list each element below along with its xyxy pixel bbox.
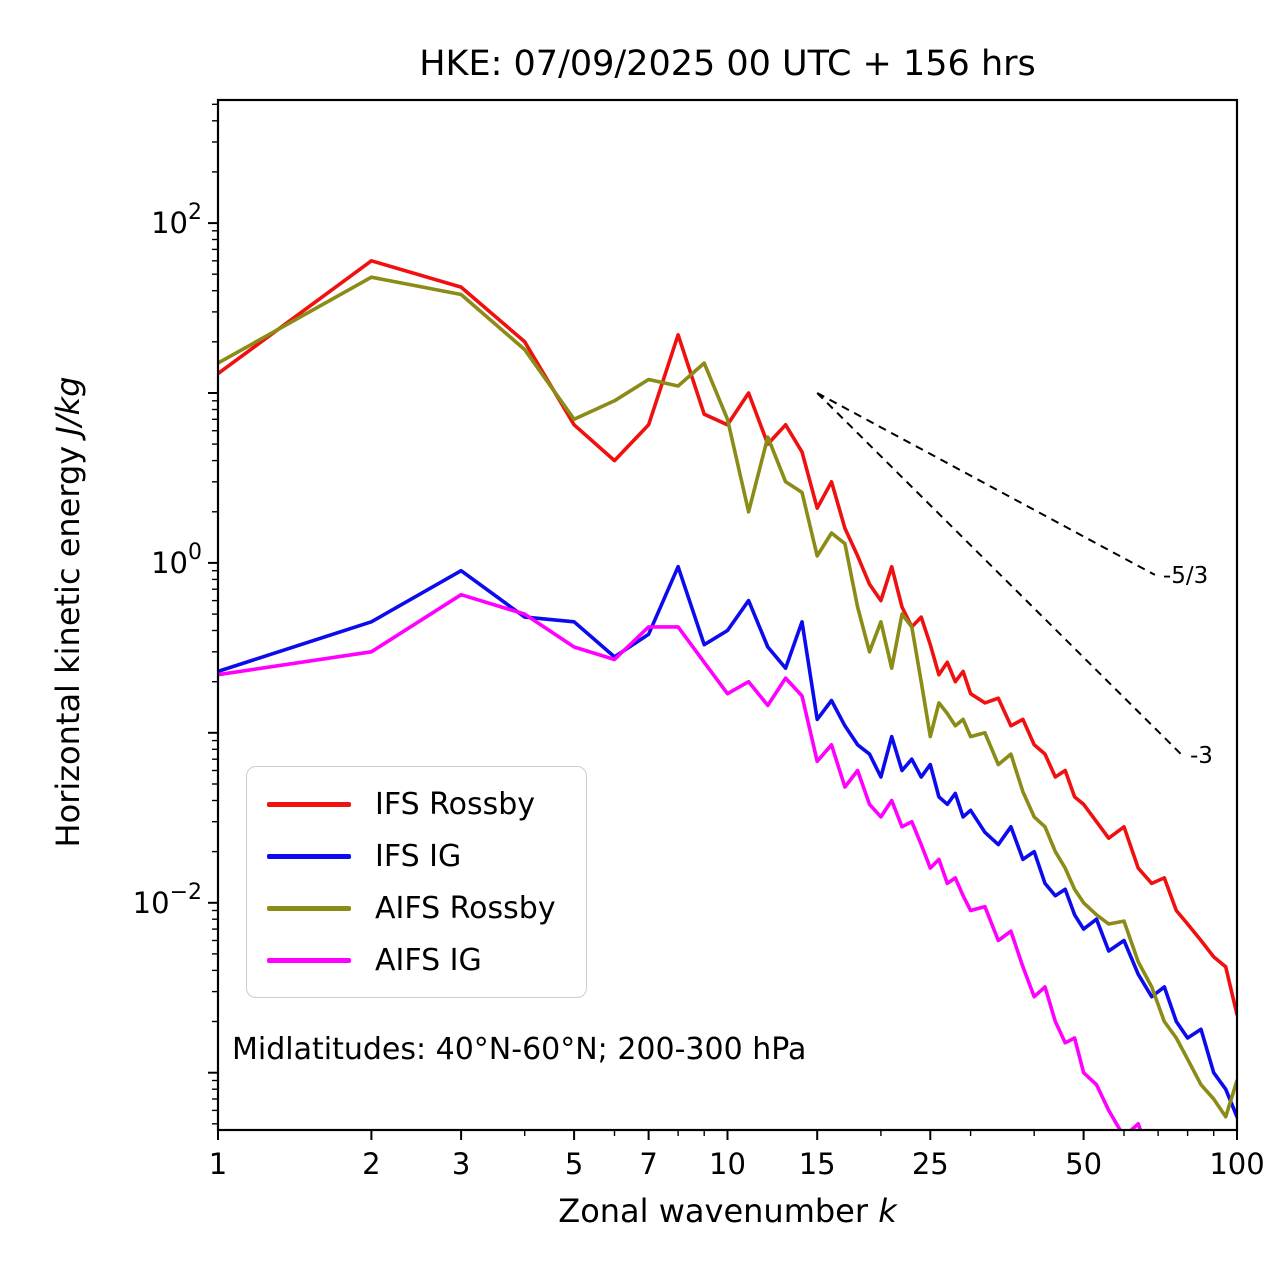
legend-item-aifs-ig: AIFS IG [267,939,556,981]
x-axis-label-symbol: k [878,1192,897,1230]
legend-swatch [267,957,351,963]
y-tick-label: 100 [151,540,202,580]
legend-swatch [267,853,351,859]
ref-line-label: -5/3 [1163,563,1208,589]
chart-title: HKE: 07/09/2025 00 UTC + 156 hrs [419,44,1036,84]
x-axis-label-text: Zonal wavenumber [558,1192,879,1230]
annotation-midlatitudes: Midlatitudes: 40°N-60°N; 200-300 hPa [232,1032,807,1067]
x-tick-label: 5 [565,1147,583,1181]
legend-label: IFS IG [375,838,462,874]
legend-item-aifs-rossby: AIFS Rossby [267,887,556,929]
ref-line [816,392,1183,756]
ref-line [816,392,1156,576]
y-tick-label: 102 [151,200,202,240]
legend-item-ifs-ig: IFS IG [267,835,556,877]
series-line-aifs-rossby [218,275,1237,1119]
x-axis-label: Zonal wavenumber k [218,1192,1237,1230]
x-tick-label: 3 [452,1147,470,1181]
y-tick-label: 10−2 [133,880,202,920]
legend-label: AIFS Rossby [375,890,556,926]
x-tick-label: 10 [709,1147,746,1181]
x-tick-label: 7 [639,1147,657,1181]
x-tick-label: 2 [362,1147,380,1181]
legend: IFS Rossby IFS IG AIFS Rossby AIFS IG [246,766,587,998]
legend-swatch [267,801,351,807]
legend-label: AIFS IG [375,942,482,978]
x-tick-label: 25 [912,1147,949,1181]
series-line-ifs-ig [218,564,1237,1119]
legend-label: IFS Rossby [375,786,536,822]
x-tick-label: 15 [799,1147,836,1181]
series-line-aifs-ig [218,592,1143,1130]
legend-item-ifs-rossby: IFS Rossby [267,783,556,825]
x-tick-label: 100 [1209,1147,1264,1181]
plot-border [216,98,1239,1132]
x-tick-label: 1 [209,1147,227,1181]
ref-line-label: -3 [1190,743,1213,769]
x-tick-label: 50 [1065,1147,1102,1181]
series-line-ifs-rossby [218,258,1237,1017]
legend-swatch [267,905,351,911]
